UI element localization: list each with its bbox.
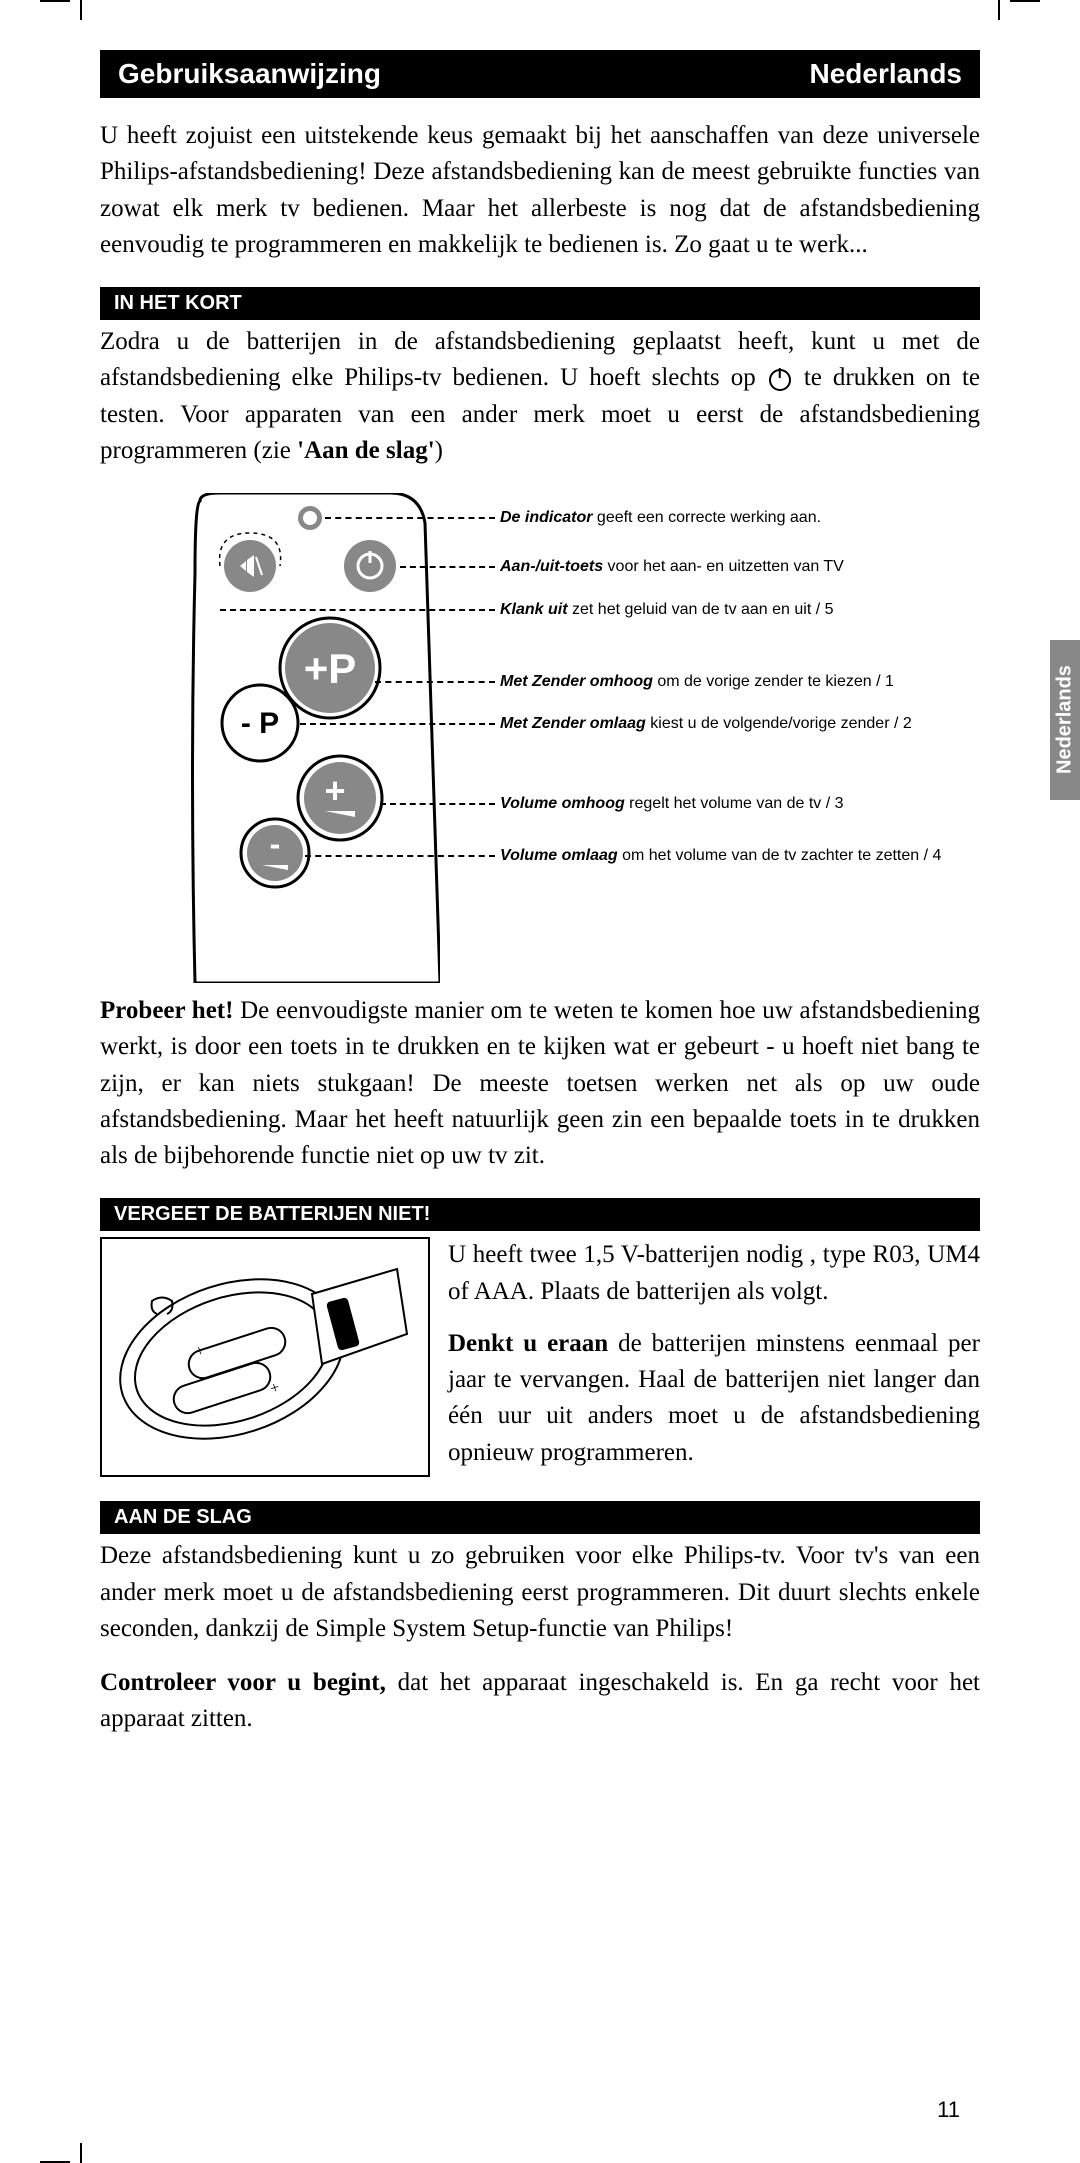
svg-text:- P: - P xyxy=(241,707,279,740)
callout-indicator: De indicator geeft een correcte werking … xyxy=(500,509,821,527)
leader-line xyxy=(325,517,495,519)
crop-mark xyxy=(40,0,70,2)
battery-text: U heeft twee 1,5 V-batterijen nodig , ty… xyxy=(448,1237,980,1477)
language-side-tab: Nederlands xyxy=(1050,640,1080,800)
header-title: Gebruiksaanwijzing xyxy=(118,58,381,90)
leader-line xyxy=(220,609,495,611)
header-language: Nederlands xyxy=(810,58,963,90)
page-number: 11 xyxy=(937,2097,960,2123)
page-header: Gebruiksaanwijzing Nederlands xyxy=(100,50,980,98)
intro-paragraph: U heeft zojuist een uitstekende keus gem… xyxy=(100,118,980,263)
leader-line xyxy=(375,681,495,683)
leader-line xyxy=(305,855,495,857)
callout-volume-up: Volume omhoog regelt het volume van de t… xyxy=(500,795,844,813)
try-it-paragraph: Probeer het! De eenvoudigste manier om t… xyxy=(100,993,980,1174)
battery-illustration: + + xyxy=(100,1237,430,1477)
callout-channel-down: Met Zender omlaag kiest u de volgende/vo… xyxy=(500,715,912,733)
aan-de-slag-p1: Deze afstandsbediening kunt u zo gebruik… xyxy=(100,1538,980,1647)
crop-mark xyxy=(80,2143,82,2163)
leader-line xyxy=(300,723,495,725)
svg-text:+: + xyxy=(193,1342,207,1361)
remote-diagram: +P - P + - De indicator geeft een correc… xyxy=(100,493,980,983)
leader-line xyxy=(380,803,495,805)
crop-mark xyxy=(80,0,82,20)
crop-mark xyxy=(998,0,1000,20)
svg-text:-: - xyxy=(270,826,281,862)
callout-channel-up: Met Zender omhoog om de vorige zender te… xyxy=(500,673,894,691)
section-in-het-kort-text: Zodra u de batterijen in de afstandsbedi… xyxy=(100,324,980,469)
svg-text:+P: +P xyxy=(304,645,357,692)
battery-section: + + U heeft twee 1,5 V-batterijen nodig … xyxy=(100,1237,980,1477)
section-aan-de-slag-title: AAN DE SLAG xyxy=(100,1501,980,1534)
svg-text:+: + xyxy=(324,770,345,811)
crop-mark xyxy=(1010,0,1040,2)
callout-power: Aan-/uit-toets voor het aan- en uitzette… xyxy=(500,558,844,576)
aan-de-slag-p2: Controleer voor u begint, dat het appara… xyxy=(100,1665,980,1738)
manual-page: Nederlands Gebruiksaanwijzing Nederlands… xyxy=(0,0,1080,2163)
callout-mute: Klank uit zet het geluid van de tv aan e… xyxy=(500,601,834,619)
remote-svg: +P - P + - xyxy=(140,493,440,983)
svg-text:+: + xyxy=(268,1379,282,1398)
section-in-het-kort-title: IN HET KORT xyxy=(100,287,980,320)
power-icon xyxy=(769,369,791,391)
callout-volume-down: Volume omlaag om het volume van de tv za… xyxy=(500,847,941,865)
section-batteries-title: VERGEET DE BATTERIJEN NIET! xyxy=(100,1198,980,1231)
leader-line xyxy=(400,566,495,568)
